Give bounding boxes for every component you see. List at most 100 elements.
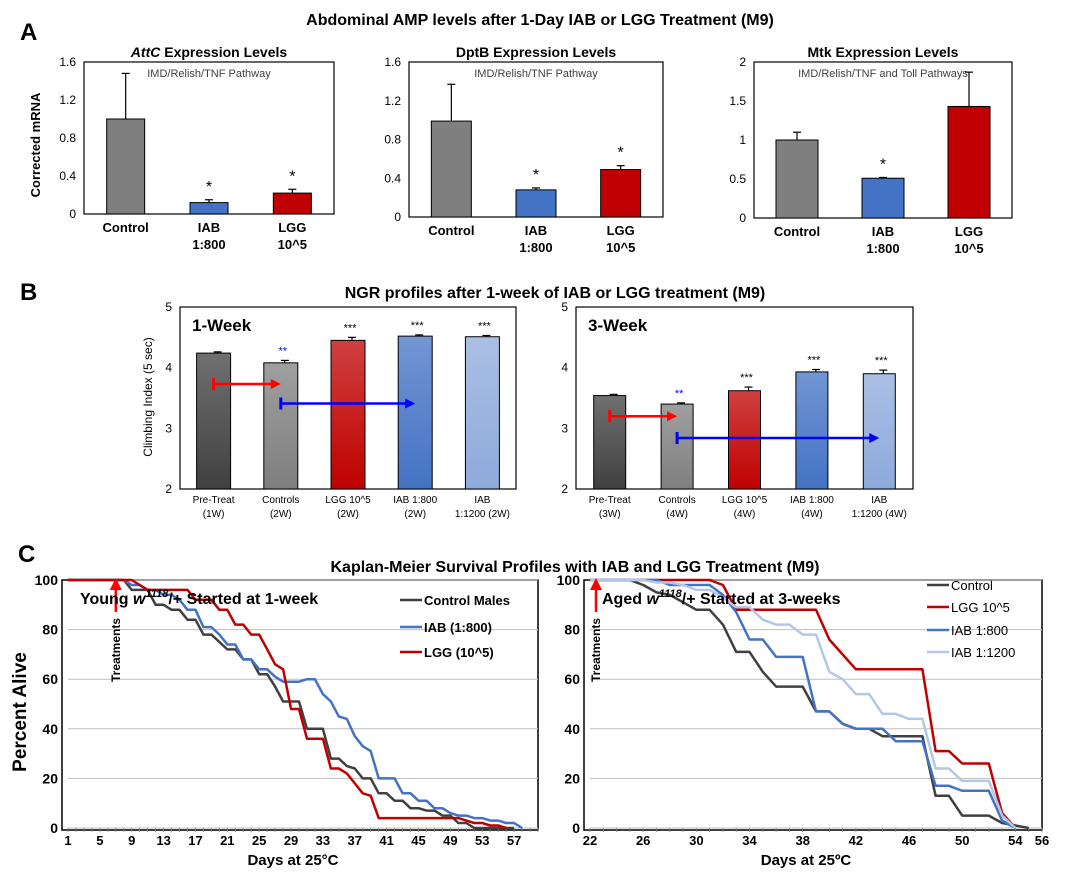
y-tick-label: 0.4 — [59, 169, 76, 183]
category-label: IAB — [525, 223, 547, 238]
bar — [272, 192, 312, 215]
y-tick-label: 80 — [564, 622, 580, 638]
chart-title: DptB Expression Levels — [456, 44, 616, 60]
x-tick-label: 46 — [902, 833, 916, 848]
treatment-arrowhead — [590, 578, 602, 590]
category-label: LGG — [607, 223, 635, 238]
panel-b-title: NGR profiles after 1-week of IAB or LGG … — [345, 285, 766, 302]
y-tick-label: 80 — [42, 622, 58, 638]
category-label: (2W) — [270, 509, 292, 520]
y-tick-label: 20 — [42, 770, 58, 786]
significance-label: * — [880, 156, 886, 173]
panel-a-ylabel: Corrected mRNA — [28, 92, 43, 197]
y-tick-label: 0 — [739, 211, 746, 225]
bar — [106, 118, 146, 215]
chart-title: AttC Expression Levels — [130, 44, 288, 60]
survival-curve — [68, 578, 507, 830]
y-tick-label: 1 — [739, 133, 746, 147]
bar — [515, 189, 557, 218]
y-tick-label: 40 — [564, 721, 580, 737]
y-tick-label: 0 — [50, 820, 58, 836]
chart-dptb: 0 0.4 0.8 1.2 1.6 DptB Expression Levels IMD/R… — [384, 44, 664, 255]
x-tick-label: 34 — [742, 833, 757, 848]
y-tick-label: 1.6 — [384, 55, 401, 69]
survival-curve — [68, 578, 523, 830]
category-label: IAB — [872, 224, 894, 239]
category-label: (4W) — [666, 509, 688, 520]
category-label: Control — [774, 224, 820, 239]
x-tick-label: 5 — [96, 833, 103, 848]
category-label: IAB — [474, 495, 490, 506]
x-tick-label: 57 — [507, 833, 521, 848]
panel-a-title: Abdominal AMP levels after 1-Day IAB or … — [306, 12, 774, 29]
chart-ngr-3week: 2 3 4 5 3-Week Pre-Treat (3W) ** Controls (4W) ***… — [561, 300, 914, 520]
category-label: (4W) — [801, 509, 823, 520]
category-label: 10^5 — [954, 241, 983, 256]
y-tick-label: 20 — [564, 770, 580, 786]
chart-title: Aged w1118/+ Started at 3-weeks — [602, 588, 841, 608]
legend-label: LGG (10^5) — [424, 645, 494, 660]
category-label: IAB — [871, 495, 887, 506]
significance-label: *** — [344, 322, 358, 334]
x-tick-label: 53 — [475, 833, 489, 848]
survival-curve — [590, 578, 1017, 830]
y-tick-label: 0.8 — [384, 133, 401, 147]
significance-label: ** — [279, 345, 288, 357]
category-label: LGG 10^5 — [722, 495, 768, 506]
legend-label: LGG 10^5 — [951, 600, 1010, 615]
category-label: 10^5 — [278, 237, 307, 252]
category-label: (3W) — [599, 509, 621, 520]
panel-a-letter: A — [20, 19, 37, 46]
y-tick-label: 0 — [394, 210, 401, 224]
panel-c-title: Kaplan-Meier Survival Profiles with IAB … — [331, 559, 820, 576]
survival-curve — [590, 578, 1017, 829]
comparison-arrowhead — [869, 433, 880, 444]
category-label: Pre-Treat — [193, 495, 235, 506]
comparison-arrowhead — [270, 379, 281, 390]
chart-survival-young: 0 20 40 60 80 100 1 5 9 13 17 21 25 29 33 37 41 45 49 53 57 D… — [35, 572, 539, 869]
x-tick-label: 17 — [188, 833, 202, 848]
bar — [263, 362, 299, 490]
category-label: (1W) — [203, 509, 225, 520]
x-axis-label: Days at 25ºC — [761, 852, 852, 869]
category-label: (2W) — [404, 509, 426, 520]
y-tick-label: 1.2 — [59, 93, 76, 107]
survival-curve — [590, 578, 1017, 829]
x-tick-label: 41 — [379, 833, 393, 848]
legend-label: Control Males — [424, 593, 510, 608]
bar — [189, 202, 229, 215]
x-axis-label: Days at 25°C — [247, 852, 338, 869]
significance-label: * — [533, 167, 539, 184]
category-label: IAB 1:800 — [393, 495, 437, 506]
x-tick-label: 56 — [1035, 833, 1049, 848]
bar — [330, 339, 366, 490]
comparison-arrowhead — [667, 411, 678, 422]
x-tick-label: 25 — [252, 833, 266, 848]
category-label: Pre-Treat — [589, 495, 631, 506]
x-tick-label: 49 — [443, 833, 457, 848]
x-tick-label: 45 — [411, 833, 425, 848]
legend-label: IAB 1:800 — [951, 623, 1008, 638]
category-label: 1:1200 (2W) — [455, 509, 510, 520]
panel-c-ylabel: Percent Alive — [10, 652, 31, 772]
category-label: 1:800 — [192, 237, 225, 252]
panel-b-ylabel: Climbing Index (5 sec) — [141, 337, 155, 456]
chart-title: Young w1118/+ Started at 1-week — [80, 588, 318, 608]
treatment-arrowhead — [109, 578, 122, 590]
bar — [600, 169, 642, 218]
category-label: IAB — [198, 220, 220, 235]
bar — [947, 105, 991, 219]
pathway-label: IMD/Relish/TNF Pathway — [147, 68, 271, 80]
significance-label: *** — [807, 354, 821, 366]
bar — [464, 336, 500, 490]
chart-mtk: 0 0.5 1 1.5 2 Mtk Expression Levels IMD/Relish… — [729, 44, 1013, 256]
y-tick-label: 0 — [572, 820, 580, 836]
significance-label: *** — [478, 321, 492, 333]
y-tick-label: 3 — [165, 421, 172, 435]
legend-label: IAB (1:800) — [424, 620, 492, 635]
bar — [861, 177, 905, 219]
category-label: IAB 1:800 — [790, 495, 834, 506]
survival-curve — [68, 578, 515, 830]
x-tick-label: 50 — [955, 833, 969, 848]
